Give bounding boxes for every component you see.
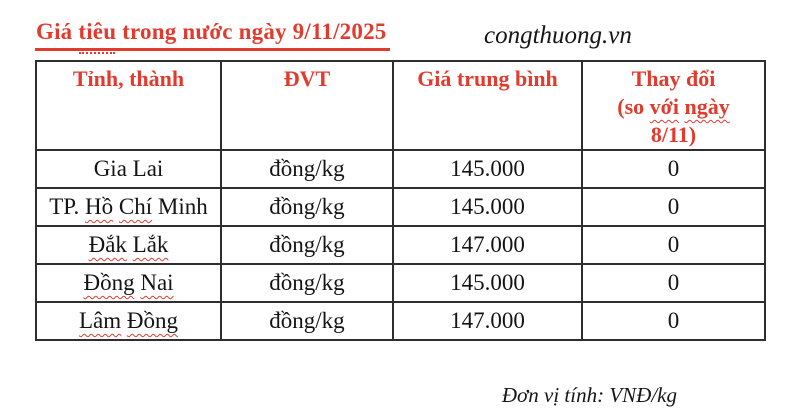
text-part: Đắk	[88, 232, 127, 257]
header-line: ĐVT	[223, 65, 391, 93]
text-part: Chí	[118, 194, 153, 219]
province-cell: Lâm Đồng	[35, 301, 222, 341]
text-part: (so	[617, 94, 650, 119]
province-cell: TP. Hồ Chí Minh	[35, 187, 222, 227]
text-part: Đồng	[126, 308, 179, 333]
text-part: Nai	[140, 270, 174, 295]
text-part: trong nước ngày 9/11/2025	[116, 19, 387, 44]
text-part: Minh	[152, 194, 208, 219]
table-row: Gia Lai đồng/kg 145.000 0	[35, 149, 766, 189]
price-cell: 147.000	[392, 301, 583, 341]
price-cell: 147.000	[392, 225, 583, 265]
province-cell: Đồng Nai	[35, 263, 222, 303]
price-table: Tỉnh, thành ĐVT Giá trung bình Thay đổi (so …	[35, 60, 766, 341]
text-part: Đồng	[83, 270, 135, 295]
text-part: Lâm	[78, 308, 122, 333]
header-line: Thay đổi	[584, 65, 763, 93]
text-part: tiêu	[78, 19, 117, 44]
table-row: TP. Hồ Chí Minh đồng/kg 145.000 0	[35, 187, 766, 227]
page-title: Giá tiêu trong nước ngày 9/11/2025	[35, 19, 390, 51]
column-header-1: ĐVT	[220, 60, 394, 151]
watermark-congthuong: congthuong.vn	[484, 22, 632, 49]
price-cell: 145.000	[392, 263, 583, 303]
text-part: với	[649, 94, 679, 119]
unit-cell: đồng/kg	[220, 301, 394, 341]
unit-cell: đồng/kg	[220, 225, 394, 265]
price-cell: 145.000	[392, 149, 583, 189]
text-part: Lắk	[132, 232, 169, 257]
text-part: ngày	[684, 94, 730, 119]
change-cell: 0	[581, 263, 766, 303]
text-part: Tỉnh, thành	[72, 66, 185, 91]
province-cell: Gia Lai	[35, 149, 222, 189]
header-line: Tỉnh, thành	[38, 65, 219, 93]
text-part: Giá trung bình	[417, 66, 558, 91]
unit-cell: đồng/kg	[220, 263, 394, 303]
header-row: Tỉnh, thành ĐVT Giá trung bình Thay đổi (so …	[35, 60, 766, 151]
unit-cell: đồng/kg	[220, 187, 394, 227]
change-cell: 0	[581, 225, 766, 265]
text-part: Giá	[36, 19, 79, 44]
text-part: Hồ	[85, 194, 114, 219]
text-part: 8/11)	[650, 122, 697, 147]
column-header-2: Giá trung bình	[392, 60, 583, 151]
unit-cell: đồng/kg	[220, 149, 394, 189]
text-part: Gia Lai	[93, 156, 164, 181]
page-title-text: Giá tiêu trong nước ngày 9/11/2025	[36, 19, 387, 44]
table-row: Đồng Nai đồng/kg 145.000 0	[35, 263, 766, 303]
header-line: 8/11)	[584, 121, 763, 148]
province-cell: Đắk Lắk	[35, 225, 222, 265]
table-row: Đắk Lắk đồng/kg 147.000 0	[35, 225, 766, 265]
text-part: Thay đổi	[631, 66, 716, 91]
table-row: Lâm Đồng đồng/kg 147.000 0	[35, 301, 766, 341]
unit-note: Đơn vị tính: VNĐ/kg	[501, 383, 677, 407]
column-header-0: Tỉnh, thành	[35, 60, 222, 151]
text-part: TP.	[49, 194, 86, 219]
header-line: Giá trung bình	[395, 65, 580, 93]
column-header-3: Thay đổi (so với ngày 8/11)	[581, 60, 766, 151]
table-body: Gia Lai đồng/kg 145.000 0 TP. Hồ Chí Minh đồn…	[35, 149, 766, 341]
change-cell: 0	[581, 187, 766, 227]
text-part: ĐVT	[283, 66, 331, 91]
header-line: (so với ngày	[584, 93, 763, 121]
change-cell: 0	[581, 149, 766, 189]
price-cell: 145.000	[392, 187, 583, 227]
change-cell: 0	[581, 301, 766, 341]
